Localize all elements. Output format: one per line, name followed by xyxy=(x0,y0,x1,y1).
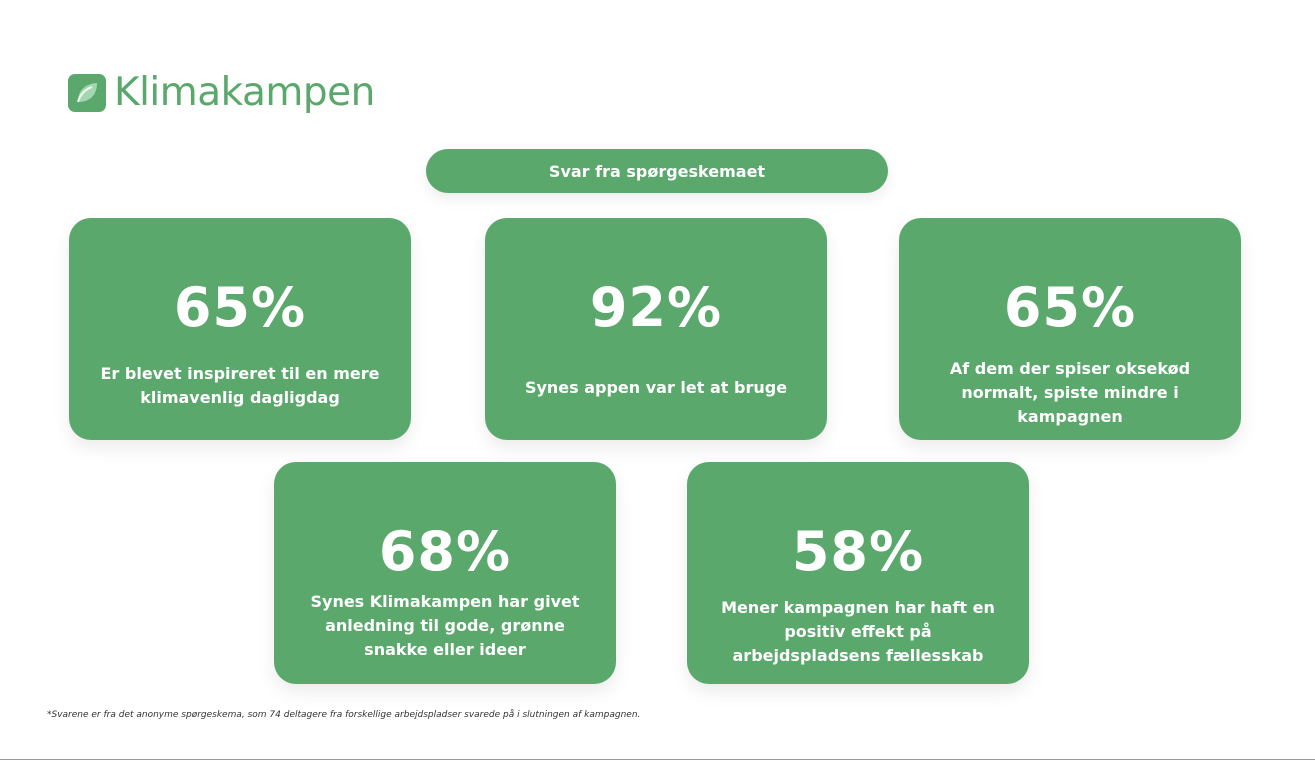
stat-description: Er blevet inspireret til en mere klimave… xyxy=(100,364,380,407)
leaf-logo-icon xyxy=(68,74,106,112)
stat-description: Synes Klimakampen har givet anledning ti… xyxy=(310,592,580,659)
stat-percent: 65% xyxy=(1003,276,1137,339)
stat-card-beef: 65% Af dem der spiser oksekød normalt, s… xyxy=(899,218,1241,440)
stat-percent: 92% xyxy=(589,276,723,339)
brand-logo: Klimakampen xyxy=(68,70,375,116)
stat-description: Af dem der spiser oksekød normalt, spist… xyxy=(949,359,1191,426)
survey-header-pill: Svar fra spørgeskemaet xyxy=(426,149,888,193)
stat-card-app-easy: 92% Synes appen var let at bruge xyxy=(485,218,827,440)
stat-description: Synes appen var let at bruge xyxy=(524,378,788,397)
stat-card-green-talks: 68% Synes Klimakampen har givet anlednin… xyxy=(274,462,616,684)
footnote: *Svarene er fra det anonyme spørgeskema,… xyxy=(47,710,641,720)
stat-description: Mener kampagnen har haft en positiv effe… xyxy=(721,598,995,665)
stat-percent: 65% xyxy=(173,276,307,339)
stat-card-community: 58% Mener kampagnen har haft en positiv … xyxy=(687,462,1029,684)
brand-name: Klimakampen xyxy=(114,70,375,115)
stat-card-inspired: 65% Er blevet inspireret til en mere kli… xyxy=(69,218,411,440)
stat-percent: 68% xyxy=(378,520,512,583)
stat-percent: 58% xyxy=(791,520,925,583)
